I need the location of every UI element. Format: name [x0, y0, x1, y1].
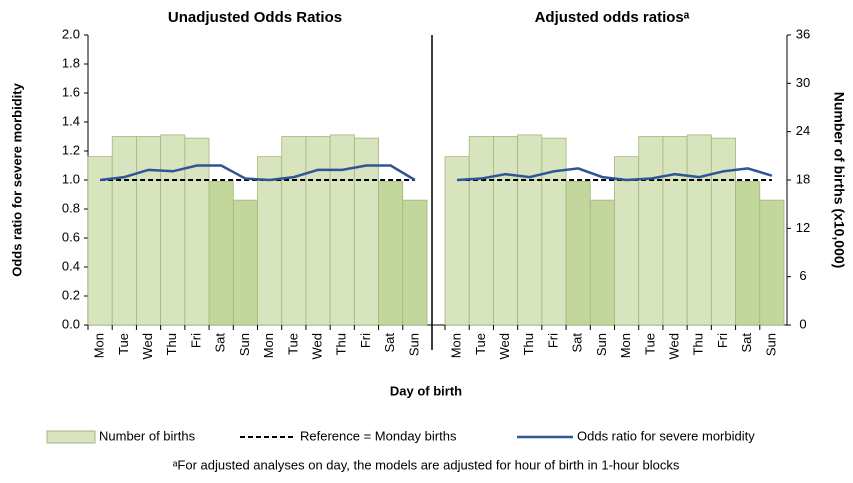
x-tick-label: Fri [358, 333, 373, 348]
x-tick-label: Fri [188, 333, 203, 348]
x-tick-label: Wed [309, 333, 324, 360]
bar [710, 137, 736, 326]
odds-line [99, 164, 416, 182]
bar [565, 181, 591, 326]
y2-tick-label: 18 [796, 171, 810, 186]
legend-swatch [46, 430, 96, 444]
x-tick-label: Thu [521, 333, 536, 355]
bar [184, 137, 210, 326]
bar [305, 136, 331, 326]
bar [638, 136, 664, 326]
bar [541, 137, 567, 326]
y-axis-label: Odds ratio for severe morbidity [9, 82, 24, 276]
y-tick-label: 0.4 [62, 258, 80, 273]
y-tick-label: 1.4 [62, 113, 80, 128]
x-tick-label: Sat [213, 333, 228, 353]
bar [662, 136, 688, 326]
y2-tick-label: 30 [796, 75, 810, 90]
bar [87, 156, 113, 326]
bar [686, 134, 712, 326]
y-tick-label: 0.2 [62, 287, 80, 302]
x-tick-label: Mon [449, 333, 464, 358]
x-tick-label: Sat [570, 333, 585, 353]
x-tick-label: Sun [406, 333, 421, 356]
x-tick-label: Mon [261, 333, 276, 358]
bar [468, 136, 494, 326]
legend-label: Odds ratio for severe morbidity [577, 428, 755, 443]
x-tick-label: Sun [594, 333, 609, 356]
y-tick-label: 1.6 [62, 84, 80, 99]
legend-label: Reference = Monday births [300, 428, 457, 443]
x-tick-label: Mon [92, 333, 107, 358]
x-tick-label: Sat [382, 333, 397, 353]
bar [353, 137, 379, 326]
bar [614, 156, 640, 326]
x-tick-label: Wed [497, 333, 512, 360]
bar [281, 136, 307, 326]
bar [232, 199, 258, 326]
bar [735, 181, 761, 326]
bar [517, 134, 543, 326]
bar [136, 136, 162, 326]
bar [444, 156, 470, 326]
x-tick-label: Fri [715, 333, 730, 348]
bar [111, 136, 137, 326]
x-tick-label: Tue [642, 333, 657, 355]
x-tick-label: Sun [763, 333, 778, 356]
panel-title: Adjusted odds ratiosᵃ [535, 9, 690, 26]
x-tick-label: Tue [285, 333, 300, 355]
panel-title: Unadjusted Odds Ratios [168, 9, 342, 26]
y2-tick-label: 12 [796, 220, 810, 235]
footnote: ᵃFor adjusted analyses on day, the model… [173, 457, 680, 472]
y2-tick-label: 36 [796, 26, 810, 41]
bar [257, 156, 283, 326]
bar [160, 134, 186, 326]
x-tick-label: Tue [473, 333, 488, 355]
bar [402, 199, 428, 326]
x-tick-label: Thu [691, 333, 706, 355]
y2-axis-label: Number of births (x10,000) [831, 92, 847, 269]
y2-tick-label: 6 [799, 268, 806, 283]
bar [378, 181, 404, 326]
x-tick-label: Thu [164, 333, 179, 355]
y-tick-label: 2.0 [62, 26, 80, 41]
legend-label: Number of births [99, 428, 196, 443]
bar [329, 134, 355, 326]
y-tick-label: 1.0 [62, 171, 80, 186]
x-tick-label: Wed [140, 333, 155, 360]
bar [759, 199, 785, 326]
odds-line [457, 167, 773, 182]
y2-tick-label: 24 [796, 123, 810, 138]
y-tick-label: 0.0 [62, 316, 80, 331]
bar [589, 199, 615, 326]
y2-tick-label: 0 [799, 316, 806, 331]
x-axis-label: Day of birth [390, 383, 462, 398]
x-tick-label: Sat [739, 333, 754, 353]
bar [208, 181, 234, 326]
y-tick-label: 0.6 [62, 229, 80, 244]
x-tick-label: Fri [545, 333, 560, 348]
x-tick-label: Wed [666, 333, 681, 360]
bar [493, 136, 519, 326]
y-tick-label: 1.2 [62, 142, 80, 157]
x-tick-label: Thu [334, 333, 349, 355]
y-tick-label: 0.8 [62, 200, 80, 215]
x-tick-label: Sun [237, 333, 252, 356]
y-tick-label: 1.8 [62, 55, 80, 70]
x-tick-label: Mon [618, 333, 633, 358]
x-tick-label: Tue [116, 333, 131, 355]
